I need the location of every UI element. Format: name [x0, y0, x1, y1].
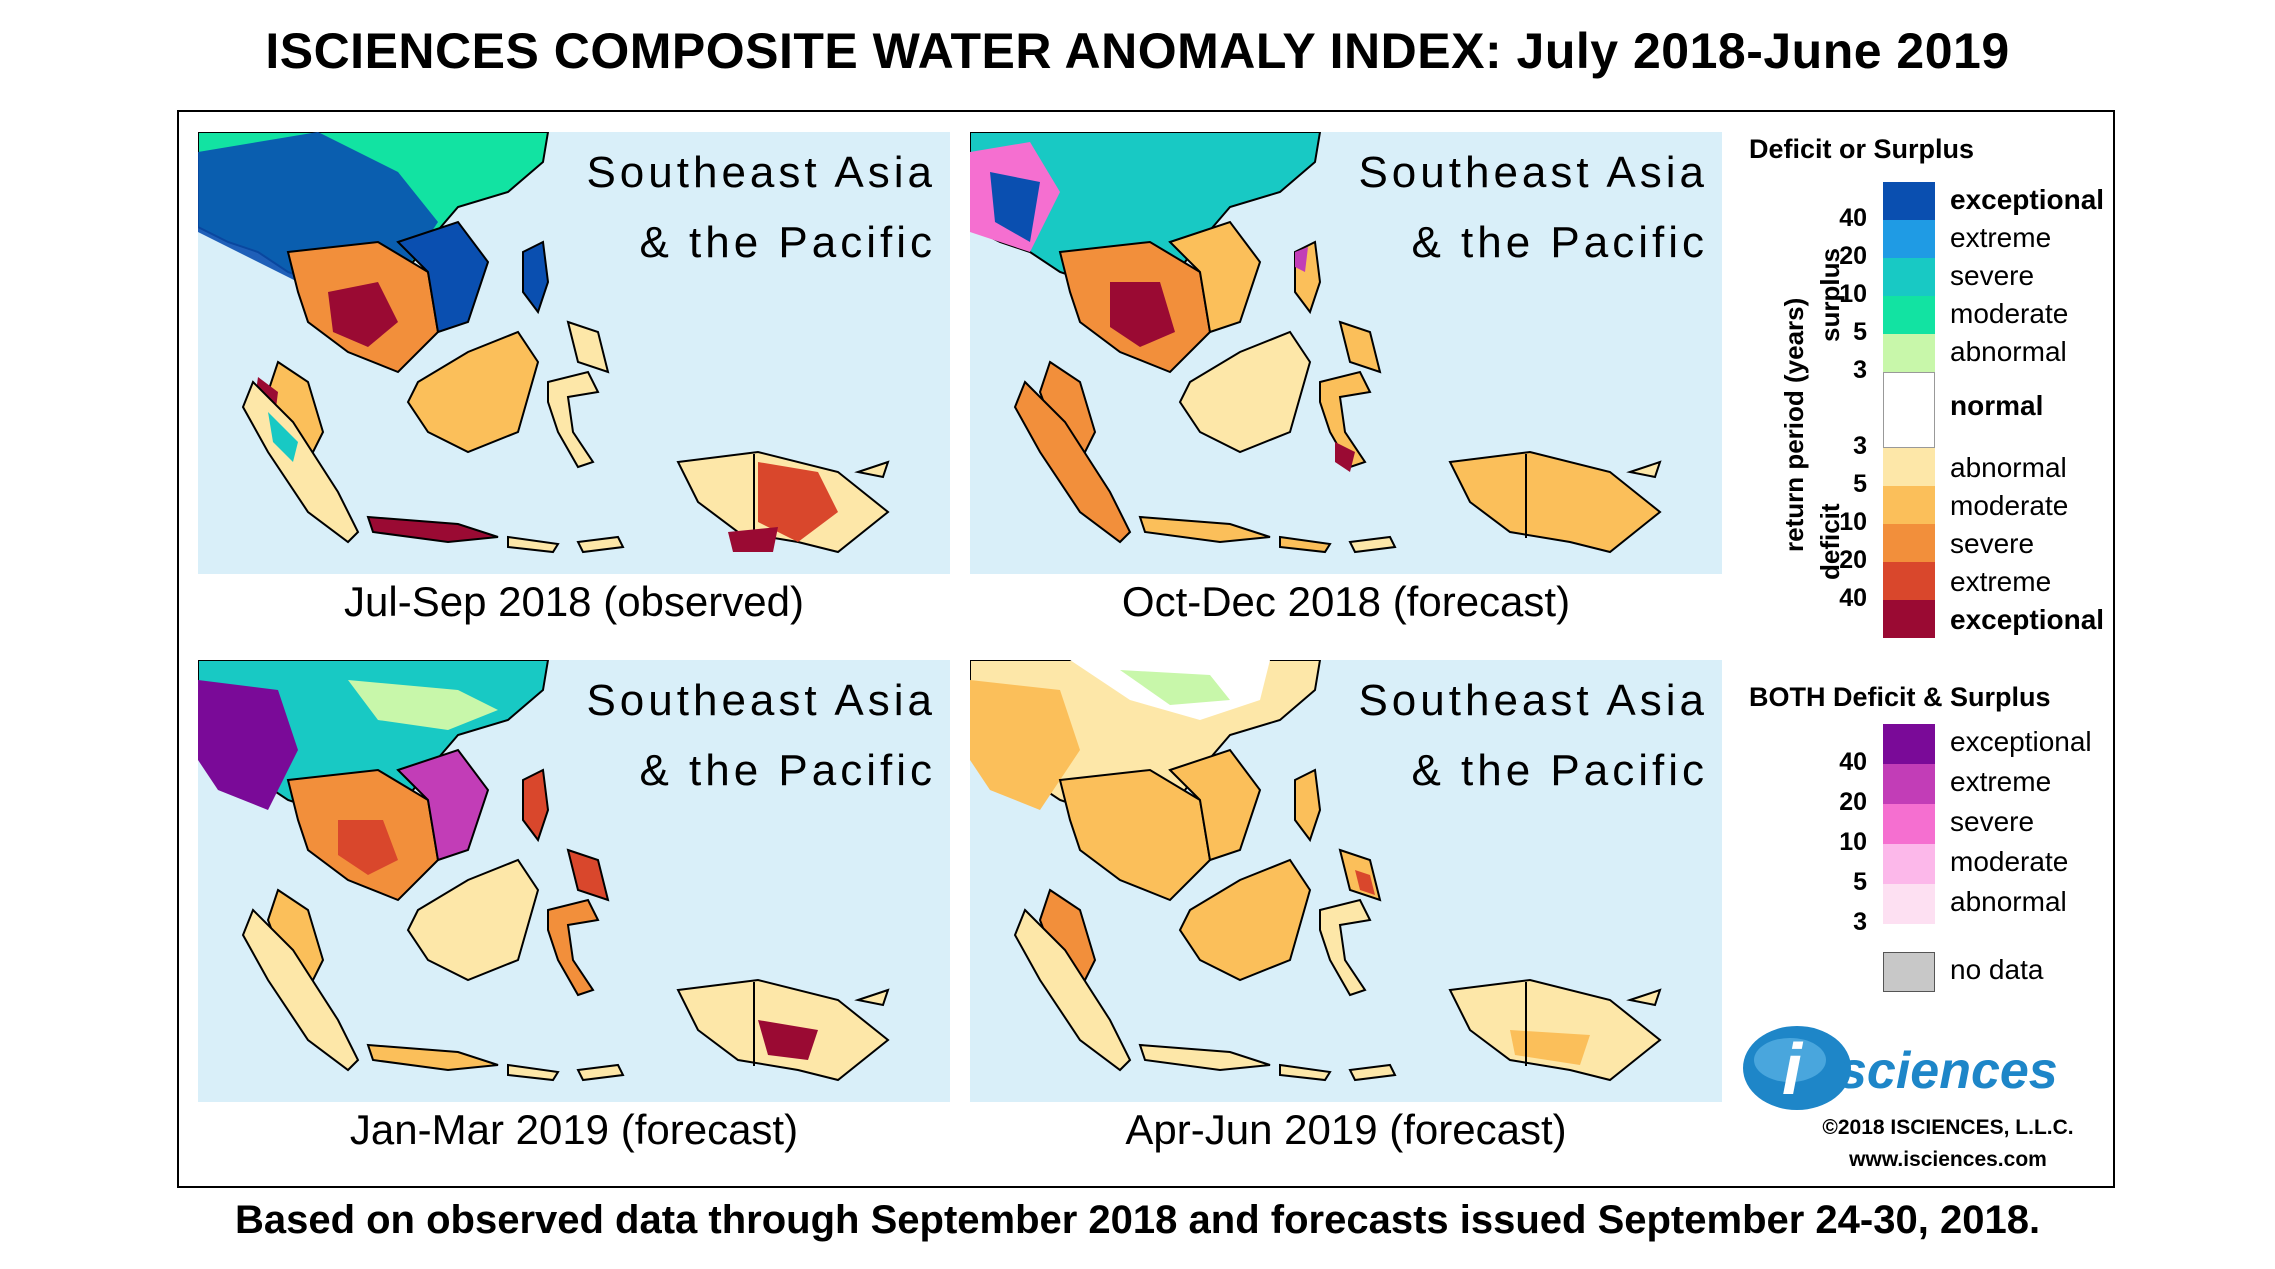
legend-tick: 3: [1853, 356, 1867, 384]
swatch-abnormal-surplus: [1883, 334, 1935, 372]
legend-label: exceptional: [1950, 604, 2105, 635]
legend-label: moderate: [1950, 490, 2069, 521]
logo-i-circle-icon: i sciences: [1743, 1026, 2058, 1110]
swatch-both-severe: [1883, 804, 1935, 844]
logo-i: i: [1782, 1030, 1804, 1110]
legend-label: extreme: [1950, 566, 2052, 597]
swatch-extreme-deficit: [1883, 562, 1935, 600]
legend-tick: 3: [1853, 432, 1867, 460]
legend-label-normal: normal: [1950, 390, 2044, 421]
map-panel-apr-jun-2019: Southeast Asia & the Pacific: [970, 660, 1722, 1102]
legend-tick: 20: [1839, 546, 1867, 574]
legend-label: abnormal: [1950, 886, 2067, 917]
legend-heading-deficit-surplus: Deficit or Surplus: [1749, 134, 1975, 164]
page-title: ISCIENCES COMPOSITE WATER ANOMALY INDEX:…: [265, 23, 2010, 79]
legend: Deficit or Surplus return period (years)…: [1735, 120, 2115, 1180]
logo-text: sciences: [1838, 1042, 2058, 1100]
swatch-extreme-surplus: [1883, 220, 1935, 258]
legend-label: extreme: [1950, 222, 2052, 253]
copyright: ©2018 ISCIENCES, L.L.C.: [1822, 1116, 2074, 1139]
legend-label: abnormal: [1950, 452, 2067, 483]
legend-label: abnormal: [1950, 336, 2067, 367]
legend-tick: 10: [1839, 508, 1867, 536]
legend-tick: 40: [1839, 748, 1867, 776]
map-panel-oct-dec-2018: Southeast Asia & the Pacific: [970, 132, 1722, 574]
website-link[interactable]: www.isciences.com: [1849, 1148, 2047, 1171]
legend-label-no-data: no data: [1950, 954, 2044, 985]
legend-label: exceptional: [1950, 184, 2105, 215]
legend-axis-label: return period (years): [1779, 297, 1809, 552]
footer-note: Based on observed data through September…: [234, 1198, 2041, 1242]
swatch-both-exceptional: [1883, 724, 1935, 764]
swatch-moderate-surplus: [1883, 296, 1935, 334]
map-panel-jul-sep-2018: Southeast Asia & the Pacific: [198, 132, 950, 574]
legend-label: moderate: [1950, 298, 2069, 329]
swatch-abnormal-deficit: [1883, 448, 1935, 486]
legend-tick: 5: [1853, 470, 1867, 498]
swatch-severe-deficit: [1883, 524, 1935, 562]
map-jul-sep-2018: [198, 132, 950, 574]
legend-label: severe: [1950, 528, 2035, 559]
map-jan-mar-2019: [198, 660, 950, 1102]
swatch-normal: [1883, 372, 1935, 448]
panel-caption: Jan-Mar 2019 (forecast): [349, 1106, 799, 1153]
legend-tick: 40: [1839, 204, 1867, 232]
swatch-both-abnormal: [1883, 884, 1935, 924]
legend-label: moderate: [1950, 846, 2069, 877]
legend-tick: 10: [1839, 828, 1867, 856]
swatch-exceptional-surplus: [1883, 182, 1935, 220]
map-oct-dec-2018: [970, 132, 1722, 574]
legend-tick: 20: [1839, 788, 1867, 816]
legend-label: severe: [1950, 806, 2035, 837]
swatch-moderate-deficit: [1883, 486, 1935, 524]
legend-label: extreme: [1950, 766, 2052, 797]
region-label: Southeast Asia & the Pacific: [586, 148, 936, 267]
isciences-logo: i sciences: [1742, 1022, 2082, 1112]
swatch-no-data: [1883, 952, 1935, 992]
map-panel-jan-mar-2019: Southeast Asia & the Pacific: [198, 660, 950, 1102]
region-label: Southeast Asia & the Pacific: [1358, 676, 1708, 795]
swatch-both-extreme: [1883, 764, 1935, 804]
panel-caption: Jul-Sep 2018 (observed): [344, 578, 804, 625]
legend-tick: 5: [1853, 318, 1867, 346]
region-label: Southeast Asia & the Pacific: [1358, 148, 1708, 267]
legend-label: exceptional: [1950, 726, 2092, 757]
figure-frame: [177, 110, 2115, 1188]
map-apr-jun-2019: [970, 660, 1722, 1102]
swatch-severe-surplus: [1883, 258, 1935, 296]
legend-label: severe: [1950, 260, 2035, 291]
swatch-both-moderate: [1883, 844, 1935, 884]
legend-tick: 3: [1853, 908, 1867, 936]
legend-heading-both: BOTH Deficit & Surplus: [1749, 682, 2051, 712]
panel-caption: Oct-Dec 2018 (forecast): [1121, 578, 1571, 625]
legend-tick: 40: [1839, 584, 1867, 612]
legend-tick: 5: [1853, 868, 1867, 896]
panel-caption: Apr-Jun 2019 (forecast): [1125, 1106, 1567, 1153]
legend-tick: 10: [1839, 280, 1867, 308]
swatch-exceptional-deficit: [1883, 600, 1935, 638]
legend-tick: 20: [1839, 242, 1867, 270]
region-label: Southeast Asia & the Pacific: [586, 676, 936, 795]
